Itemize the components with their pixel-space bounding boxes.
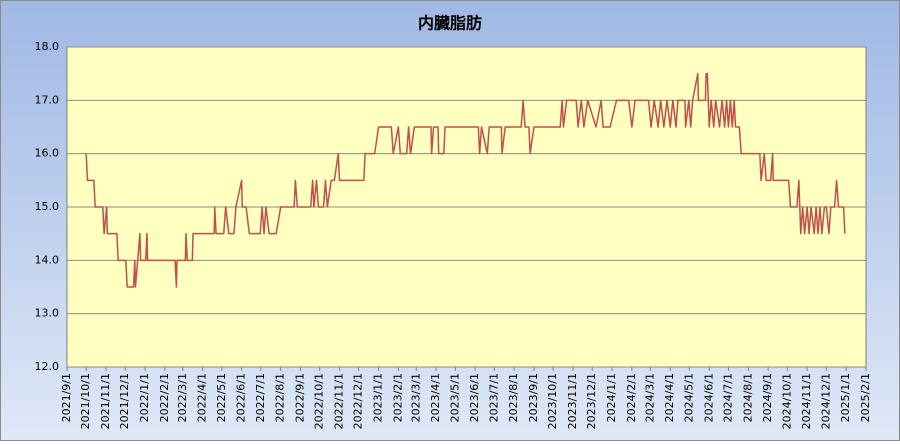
x-tick-label: 2022/8/1 (274, 373, 287, 422)
x-tick-label: 2025/1/1 (839, 373, 852, 422)
x-tick-label: 2023/4/1 (429, 373, 442, 422)
x-tick-label: 2024/5/1 (682, 373, 695, 422)
x-tick-label: 2022/10/1 (313, 373, 326, 429)
x-tick-label: 2024/11/1 (800, 373, 813, 429)
x-tick-label: 2023/3/1 (409, 373, 422, 422)
x-tick-label: 2022/3/1 (176, 373, 189, 422)
x-tick-label: 2024/1/1 (605, 373, 618, 422)
x-tick-label: 2021/9/1 (60, 373, 73, 422)
x-tick-label: 2023/5/1 (448, 373, 461, 422)
x-tick-label: 2021/11/1 (99, 373, 112, 429)
x-tick-label: 2024/9/1 (761, 373, 774, 422)
x-tick-label: 2023/11/1 (566, 373, 579, 429)
x-tick-label: 2022/12/1 (352, 373, 365, 429)
x-tick-label: 2023/6/1 (468, 373, 481, 422)
x-tick-label: 2024/3/1 (643, 373, 656, 422)
x-tick-label: 2024/12/1 (819, 373, 832, 429)
x-tick-label: 2022/4/1 (196, 373, 209, 422)
data-line (85, 72, 846, 288)
x-tick-label: 2022/5/1 (215, 373, 228, 422)
x-tick-label: 2024/4/1 (663, 373, 676, 422)
x-tick-label: 2022/9/1 (293, 373, 306, 422)
x-tick-label: 2024/7/1 (721, 373, 734, 422)
x-tick-label: 2023/1/1 (372, 373, 385, 422)
x-tick-label: 2024/8/1 (741, 373, 754, 422)
x-tick-label: 2024/2/1 (625, 373, 638, 422)
x-tick-label: 2022/11/1 (333, 373, 346, 429)
y-tick-label: 14.0 (35, 253, 60, 266)
y-tick-label: 12.0 (35, 360, 60, 373)
x-tick-label: 2025/2/1 (859, 373, 872, 422)
x-tick-label: 2023/10/1 (546, 373, 559, 429)
x-tick-label: 2021/10/1 (79, 373, 92, 429)
y-tick-label: 13.0 (35, 307, 60, 320)
x-tick-label: 2023/12/1 (585, 373, 598, 429)
y-tick-label: 17.0 (35, 93, 60, 106)
y-tick-label: 15.0 (35, 200, 60, 213)
y-tick-label: 16.0 (35, 147, 60, 160)
y-tick-label: 18.0 (35, 40, 60, 53)
x-tick-label: 2023/2/1 (391, 373, 404, 422)
x-tick-label: 2022/7/1 (254, 373, 267, 422)
x-tick-label: 2022/1/1 (138, 373, 151, 422)
x-tick-label: 2023/8/1 (507, 373, 520, 422)
x-tick-label: 2022/2/1 (158, 373, 171, 422)
x-tick-label: 2023/7/1 (487, 373, 500, 422)
x-tick-label: 2022/6/1 (235, 373, 248, 422)
x-tick-label: 2023/9/1 (527, 373, 540, 422)
x-tick-label: 2021/12/1 (118, 373, 131, 429)
x-tick-label: 2024/10/1 (780, 373, 793, 429)
chart-title: 内臓脂肪 (418, 14, 482, 33)
x-tick-label: 2024/6/1 (702, 373, 715, 422)
